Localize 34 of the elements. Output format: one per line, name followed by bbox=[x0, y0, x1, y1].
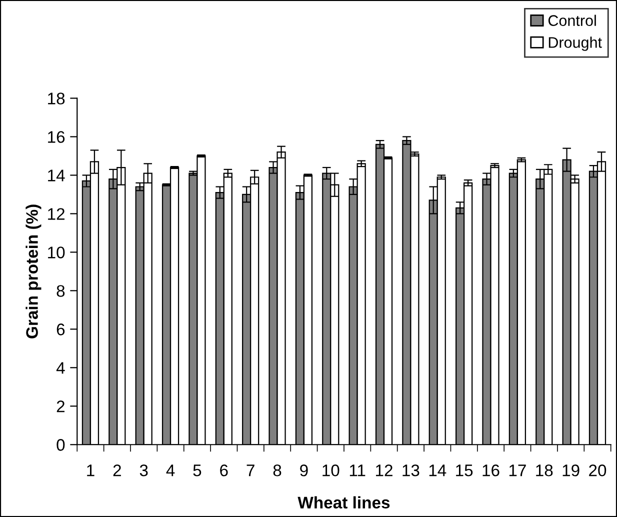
x-tick-label: 2 bbox=[113, 464, 121, 476]
x-tick-label: 12 bbox=[376, 464, 392, 476]
legend-label: Drought bbox=[548, 36, 602, 51]
x-axis-title: Wheat lines bbox=[298, 496, 390, 509]
y-tick-label: 18 bbox=[48, 92, 65, 104]
y-tick-label: 10 bbox=[48, 246, 65, 258]
x-tick-label: 20 bbox=[589, 464, 606, 476]
x-tick-label: 8 bbox=[273, 464, 282, 476]
x-tick-label: 4 bbox=[166, 464, 175, 476]
x-tick-label: 13 bbox=[402, 464, 420, 476]
x-tick-label: 6 bbox=[220, 464, 228, 476]
y-tick-label: 2 bbox=[56, 400, 64, 412]
x-tick-label: 11 bbox=[350, 464, 366, 476]
x-tick-label: 15 bbox=[456, 464, 473, 476]
x-tick-label: 14 bbox=[429, 464, 446, 476]
x-tick-label: 10 bbox=[322, 464, 340, 476]
y-tick-label: 8 bbox=[56, 285, 65, 297]
legend-label: Control bbox=[548, 14, 596, 26]
y-tick-label: 6 bbox=[56, 324, 65, 336]
x-tick-label: 5 bbox=[193, 464, 202, 476]
x-tick-label: 9 bbox=[300, 464, 308, 476]
x-tick-label: 3 bbox=[140, 464, 148, 476]
x-tick-label: 18 bbox=[536, 464, 553, 476]
y-tick-label: 0 bbox=[56, 439, 65, 451]
x-tick-label: 19 bbox=[562, 464, 580, 476]
y-tick-label: 4 bbox=[56, 362, 65, 374]
y-tick-label: 14 bbox=[48, 170, 65, 182]
y-tick-label: 16 bbox=[48, 131, 65, 143]
x-tick-label: 16 bbox=[482, 464, 500, 476]
x-tick-label: 1 bbox=[87, 464, 94, 476]
y-axis-title: Grain protein (%) bbox=[26, 204, 42, 338]
y-tick-label: 12 bbox=[48, 208, 64, 220]
x-tick-label: 17 bbox=[509, 464, 526, 476]
x-tick-label: 7 bbox=[246, 464, 254, 476]
